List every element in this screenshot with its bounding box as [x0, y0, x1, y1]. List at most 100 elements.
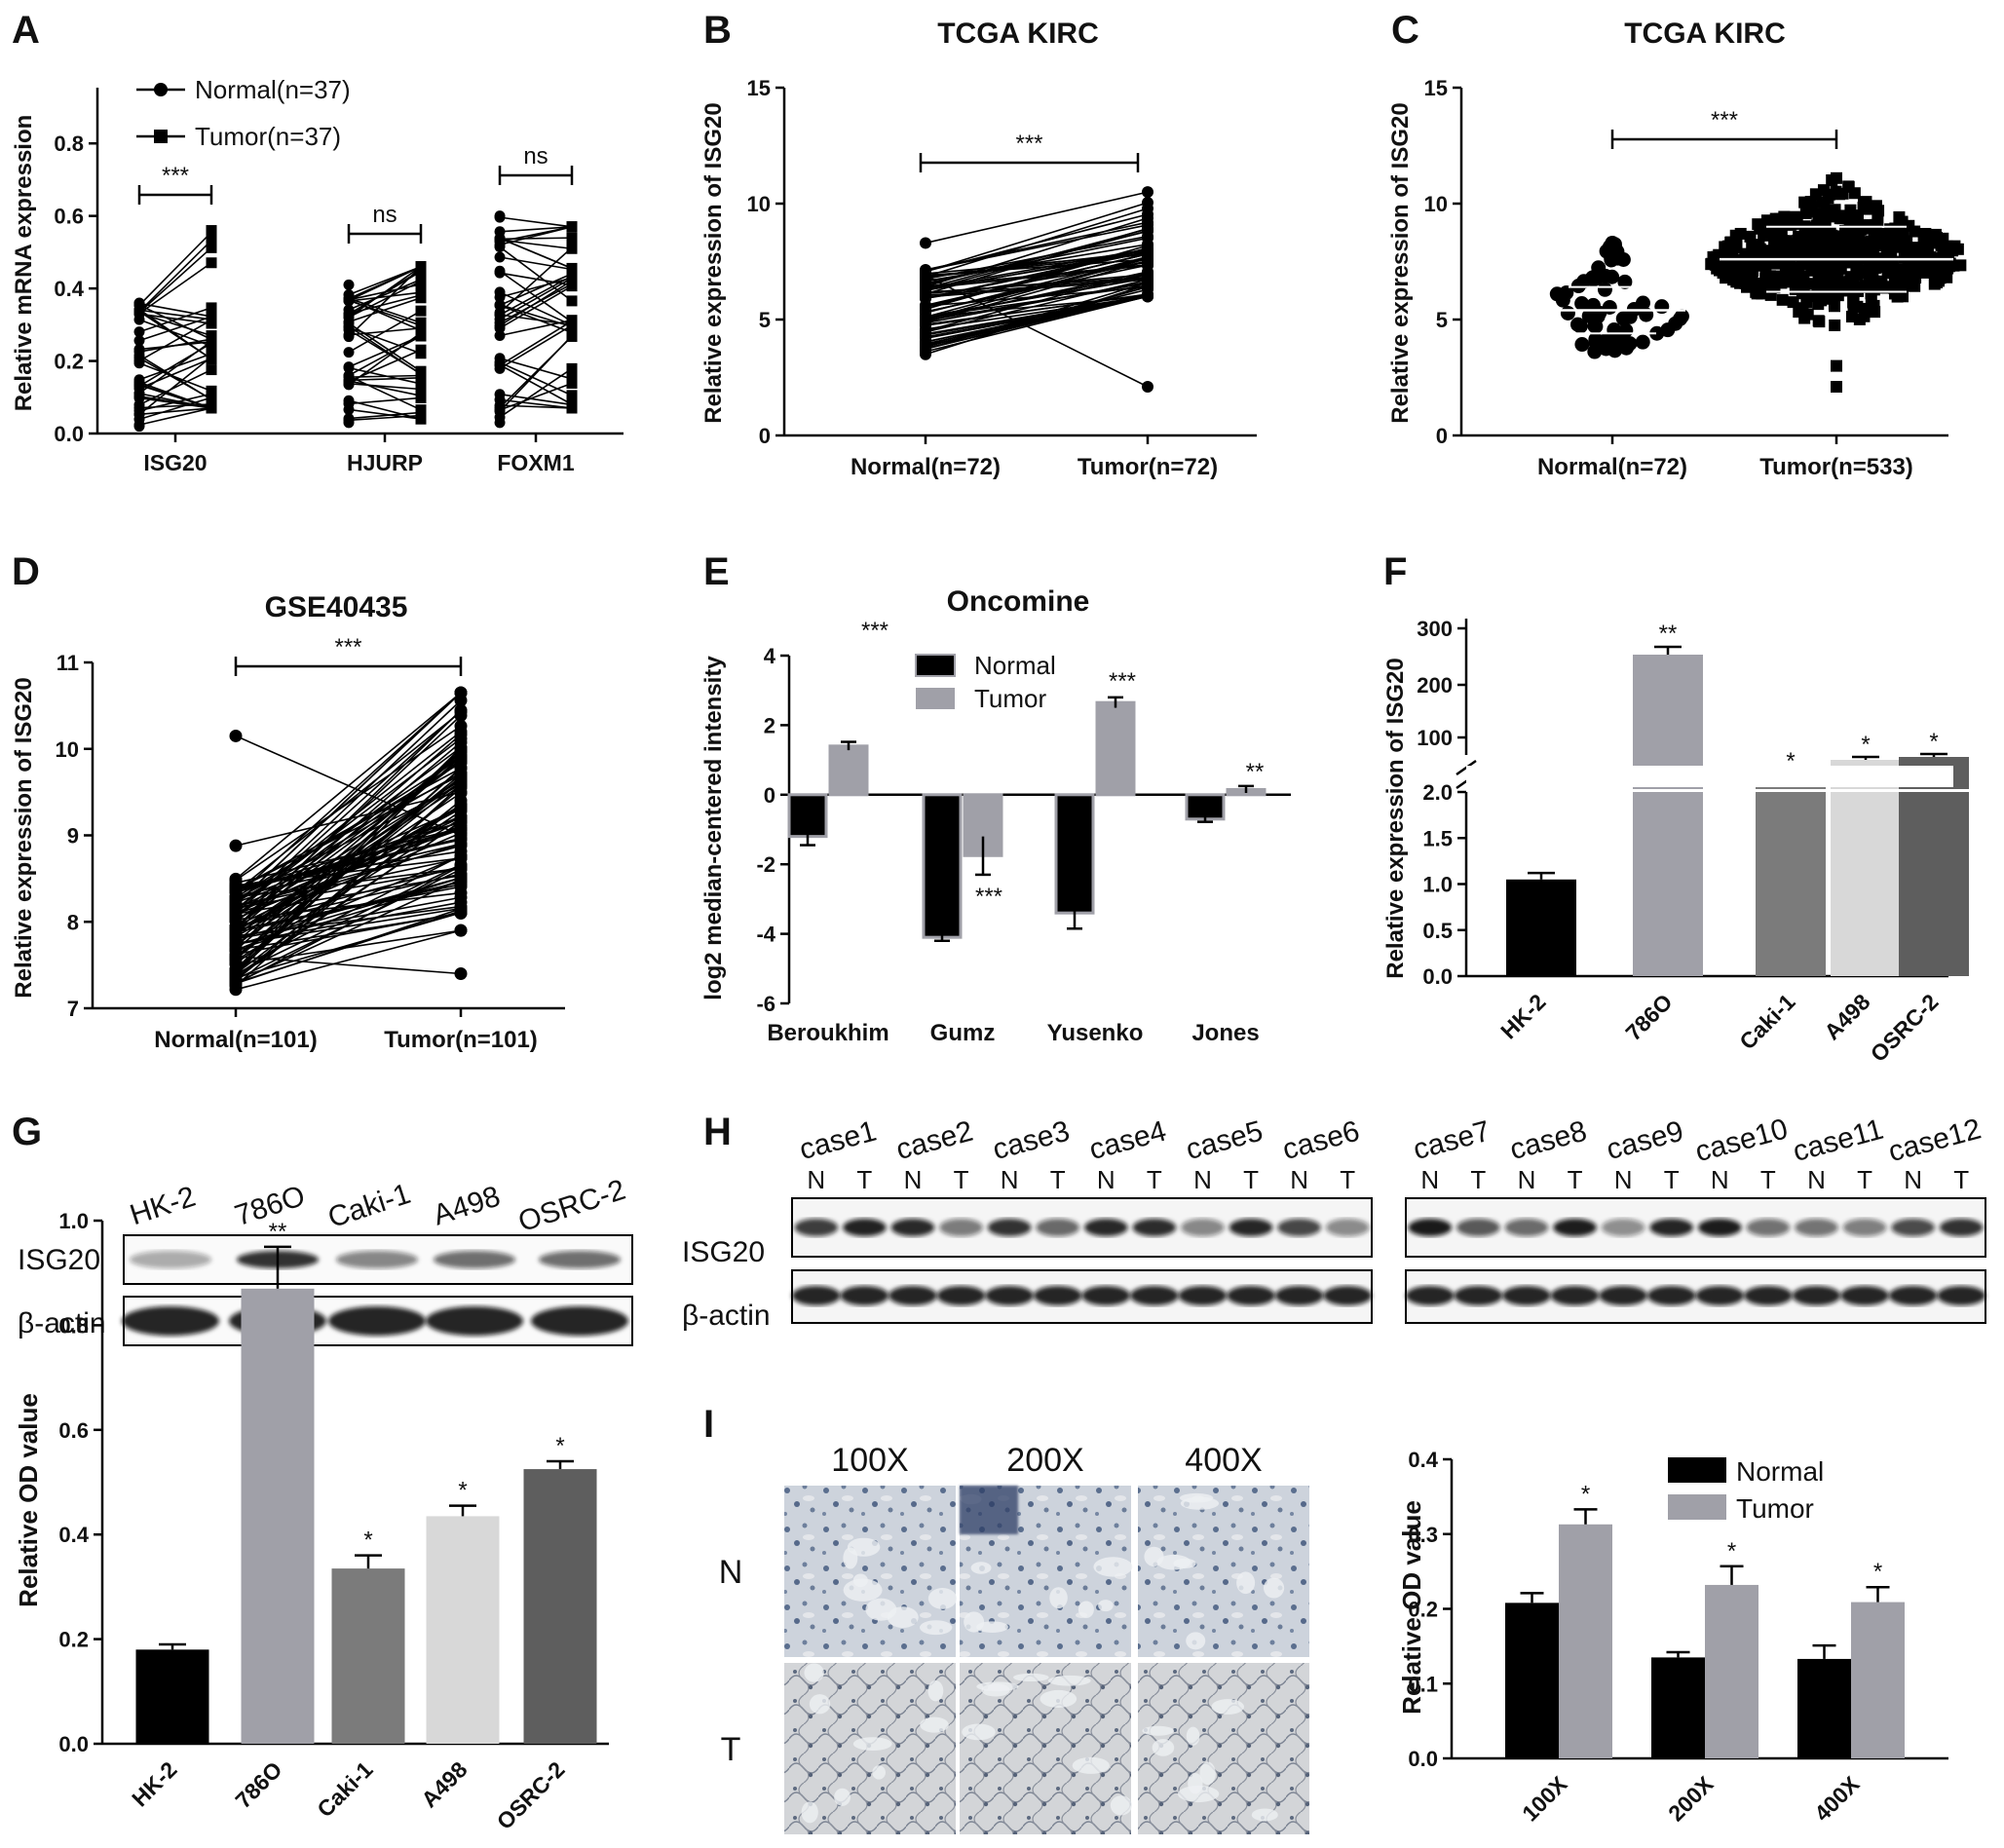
- paired-line: [348, 279, 422, 311]
- tumor-point: [1858, 219, 1871, 232]
- x-tick-label: Gumz: [930, 1020, 996, 1046]
- y-tick-label: 0.5: [1422, 919, 1453, 943]
- y-tick-label: 15: [1424, 76, 1448, 100]
- nt-label: N: [1097, 1165, 1115, 1194]
- paired-line: [235, 880, 462, 951]
- ihc-lumen: [872, 1765, 886, 1780]
- band: [1408, 1219, 1453, 1236]
- tumor-point: [566, 390, 578, 401]
- paired-line: [499, 237, 573, 270]
- x-tick-label: 786O: [230, 1756, 286, 1813]
- tumor-point: [1834, 212, 1846, 225]
- tumor-point: [415, 286, 427, 298]
- nt-label: N: [1420, 1165, 1439, 1194]
- paired-line: [348, 291, 422, 302]
- tumor-point: [566, 278, 578, 289]
- panel-letter-b: B: [703, 9, 732, 52]
- paired-line: [235, 905, 462, 937]
- normal-point: [494, 286, 506, 298]
- paired-line: [925, 283, 1149, 356]
- tumor-point: [1812, 315, 1825, 327]
- nt-label: T: [1243, 1165, 1259, 1194]
- y-tick-label: 7: [67, 997, 79, 1021]
- panel-letter-e: E: [703, 550, 730, 593]
- tumor-point: [454, 761, 468, 774]
- bar: [1756, 792, 1826, 976]
- tumor-point: [1857, 202, 1870, 214]
- significance-label: *: [1861, 732, 1870, 758]
- band: [1083, 1219, 1128, 1236]
- ihc-lumen: [920, 1620, 953, 1636]
- normal-point: [920, 237, 931, 249]
- band: [889, 1286, 937, 1305]
- tumor-point: [1765, 214, 1778, 227]
- y-tick-label: 10: [1424, 192, 1448, 216]
- tumor-point: [1776, 293, 1789, 306]
- band: [1937, 1286, 1986, 1305]
- ihc-lumen: [1110, 1795, 1132, 1816]
- row-label: β-actin: [682, 1300, 771, 1332]
- y-tick-label: 100: [1417, 726, 1453, 750]
- normal-point: [229, 921, 243, 934]
- y-tick-label: 0.0: [1408, 1747, 1438, 1771]
- tumor-point: [1888, 287, 1901, 300]
- nt-label: N: [1904, 1165, 1922, 1194]
- ihc-lumen: [1078, 1601, 1094, 1619]
- normal-point: [1574, 337, 1590, 353]
- tumor-point: [1800, 296, 1813, 309]
- tumor-point: [1813, 251, 1826, 264]
- x-tick-label: 786O: [1620, 989, 1677, 1045]
- normal-point: [494, 309, 506, 321]
- tumor-point: [415, 317, 427, 328]
- tumor-point: [1722, 269, 1735, 282]
- paired-line: [235, 784, 462, 936]
- ihc-lumen: [981, 1683, 1010, 1697]
- tumor-point: [206, 302, 217, 314]
- bar-normal: [1185, 793, 1226, 821]
- normal-point: [1635, 334, 1650, 350]
- paired-line: [235, 845, 462, 908]
- tumor-point: [1870, 200, 1882, 212]
- tumor-point: [1761, 248, 1774, 261]
- nt-label: N: [1614, 1165, 1633, 1194]
- tumor-point: [1823, 188, 1835, 201]
- band: [1130, 1286, 1179, 1305]
- normal-point: [1649, 325, 1665, 341]
- paired-line: [499, 284, 573, 329]
- paired-line: [348, 280, 422, 319]
- paired-line: [925, 207, 1149, 278]
- tumor-point: [206, 257, 217, 269]
- tumor-point: [454, 924, 468, 937]
- row-label: N: [719, 1554, 743, 1591]
- nt-label: N: [1001, 1165, 1019, 1194]
- normal-point: [920, 269, 931, 282]
- band: [531, 1306, 628, 1336]
- tumor-point: [454, 799, 468, 812]
- paired-line: [235, 891, 462, 921]
- ihc-lumen: [1263, 1577, 1285, 1599]
- bar-normal: [1505, 1603, 1559, 1758]
- x-tick-label: A498: [416, 1756, 472, 1812]
- ihc-lumen: [1098, 1600, 1114, 1612]
- band: [1406, 1286, 1455, 1305]
- band: [1277, 1219, 1321, 1236]
- legend-normal-swatch: [1668, 1457, 1726, 1483]
- normal-point: [920, 292, 931, 305]
- band: [1181, 1219, 1225, 1236]
- paired-line: [235, 759, 462, 923]
- ihc-lumen: [1251, 1808, 1278, 1822]
- tumor-point: [1829, 319, 1841, 331]
- band: [1744, 1286, 1793, 1305]
- tumor-point: [1142, 279, 1153, 291]
- ihc-region: [960, 1486, 1018, 1534]
- tumor-point: [415, 406, 427, 418]
- case-label: case10: [1692, 1113, 1792, 1168]
- paired-line: [235, 711, 462, 892]
- y-tick-label: 0: [1436, 424, 1448, 448]
- y-tick-label: 0.6: [58, 1418, 89, 1443]
- tumor-point: [454, 725, 468, 738]
- tumor-point: [454, 705, 468, 719]
- row-label: β-actin: [18, 1307, 106, 1339]
- paired-line: [499, 291, 573, 326]
- tumor-point: [415, 305, 427, 317]
